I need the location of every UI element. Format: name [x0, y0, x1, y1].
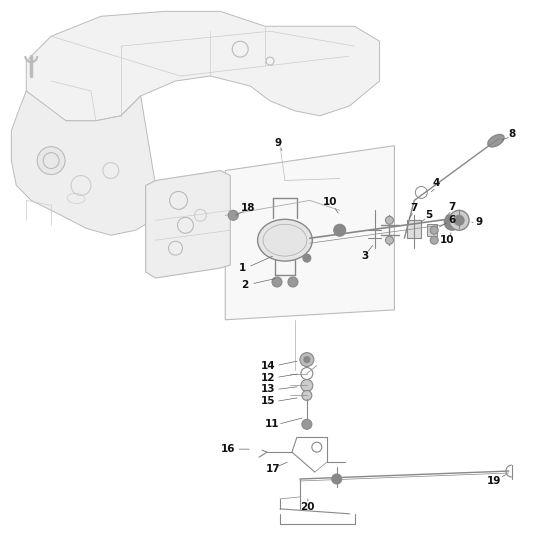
Polygon shape — [225, 146, 394, 320]
Text: 20: 20 — [301, 502, 315, 512]
Text: 17: 17 — [266, 464, 281, 474]
Circle shape — [444, 214, 460, 230]
Circle shape — [430, 236, 438, 244]
Circle shape — [228, 211, 238, 220]
Text: 4: 4 — [432, 179, 440, 189]
Text: 3: 3 — [361, 251, 368, 261]
Text: 10: 10 — [440, 235, 454, 245]
Circle shape — [385, 216, 394, 224]
Text: 1: 1 — [239, 263, 246, 273]
Circle shape — [300, 353, 314, 367]
Text: 9: 9 — [274, 138, 282, 148]
Circle shape — [332, 474, 342, 484]
Text: 10: 10 — [323, 197, 337, 207]
FancyBboxPatch shape — [407, 220, 421, 238]
Text: 13: 13 — [261, 385, 276, 394]
Circle shape — [334, 224, 346, 236]
Ellipse shape — [488, 134, 504, 147]
FancyBboxPatch shape — [427, 224, 437, 236]
Text: 15: 15 — [261, 396, 276, 407]
Circle shape — [302, 390, 312, 400]
Circle shape — [449, 211, 469, 230]
Polygon shape — [26, 11, 380, 121]
Text: 8: 8 — [508, 129, 515, 139]
Text: 9: 9 — [475, 217, 483, 227]
Circle shape — [37, 147, 65, 175]
Text: 18: 18 — [241, 203, 255, 213]
Text: 16: 16 — [221, 444, 236, 454]
Circle shape — [301, 380, 313, 391]
Text: 11: 11 — [265, 419, 279, 430]
Text: 19: 19 — [487, 476, 501, 486]
Circle shape — [288, 277, 298, 287]
Polygon shape — [146, 171, 230, 278]
Circle shape — [303, 254, 311, 262]
Text: 14: 14 — [261, 361, 276, 371]
Circle shape — [430, 226, 438, 234]
Text: 2: 2 — [241, 280, 249, 290]
Text: 7: 7 — [449, 202, 456, 212]
Circle shape — [304, 357, 310, 362]
Text: 5: 5 — [426, 211, 433, 220]
Polygon shape — [11, 91, 161, 235]
Text: 6: 6 — [449, 215, 456, 225]
Circle shape — [272, 277, 282, 287]
Circle shape — [385, 236, 394, 244]
Circle shape — [302, 419, 312, 430]
Ellipse shape — [258, 220, 312, 261]
Text: 7: 7 — [410, 203, 418, 213]
Text: 12: 12 — [261, 372, 276, 382]
Circle shape — [454, 216, 464, 225]
